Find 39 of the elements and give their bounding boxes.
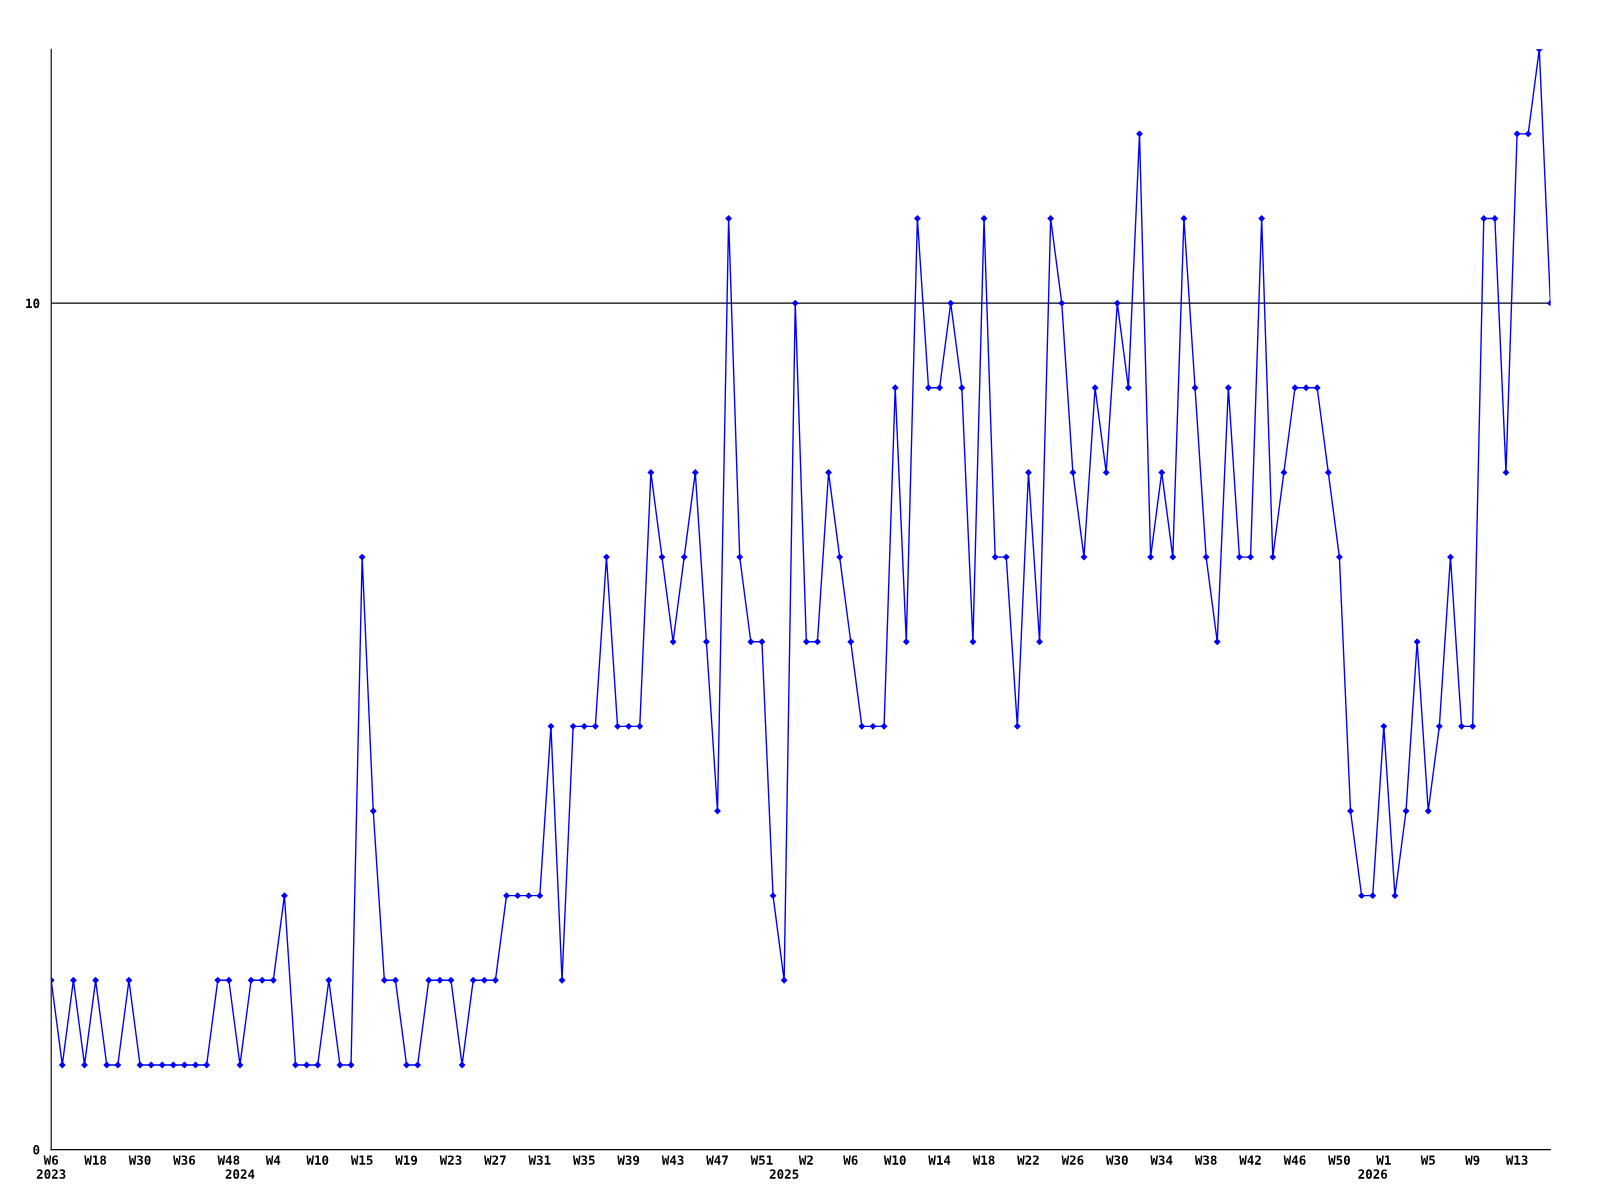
x-tick-label: W14: [928, 1155, 951, 1165]
x-tick-label: W5: [1420, 1155, 1435, 1165]
x-tick-label: W50: [1328, 1155, 1350, 1165]
x-tick-label: W30: [1106, 1155, 1128, 1165]
x-tick-label: W4: [265, 1155, 281, 1165]
x-tick-label: W6 2023: [36, 1155, 66, 1179]
x-tick-label: W10: [883, 1155, 906, 1165]
x-tick-label: W15: [350, 1155, 373, 1165]
x-tick-label: W9: [1465, 1155, 1480, 1165]
x-tick-label: W48: [217, 1155, 240, 1165]
x-tick-label: W34: [1150, 1155, 1173, 1165]
x-tick-label: W38: [1194, 1155, 1217, 1165]
x-tick-label: W30: [128, 1155, 151, 1165]
x-tick-label: W23: [439, 1155, 462, 1165]
x-tick-label: W18: [972, 1155, 995, 1165]
x-tick-label: W22: [1017, 1155, 1039, 1165]
x-tick-label: W39: [617, 1155, 640, 1165]
x-tick-label: W47: [706, 1155, 728, 1165]
x-tick-label: W27: [484, 1155, 506, 1165]
x-tick-label: 2026: [1358, 1169, 1388, 1179]
x-tick-label: W51: [750, 1155, 773, 1165]
y-tick-label: 10: [26, 298, 40, 309]
x-tick-label: W31: [528, 1155, 551, 1165]
x-tick-label: W46: [1283, 1155, 1306, 1165]
x-tick-label: W26: [1061, 1155, 1084, 1165]
x-tick-label: W19: [395, 1155, 418, 1165]
x-tick-label: W13: [1505, 1155, 1528, 1165]
x-tick-label: W36: [173, 1155, 196, 1165]
x-tick-label: 2025: [769, 1169, 799, 1179]
x-tick-label: W18: [84, 1155, 107, 1165]
x-tick-label: W43: [661, 1155, 684, 1165]
x-tick-label: W6: [843, 1155, 858, 1165]
x-tick-label: W35: [572, 1155, 595, 1165]
x-tick-label: W10: [306, 1155, 329, 1165]
x-tick-label: W42: [1239, 1155, 1261, 1165]
y-tick-label: 0: [33, 1145, 40, 1155]
x-tick-label: W1: [1376, 1155, 1391, 1165]
x-tick-label: 2024: [225, 1169, 255, 1179]
x-tick-label: W2: [798, 1155, 813, 1165]
